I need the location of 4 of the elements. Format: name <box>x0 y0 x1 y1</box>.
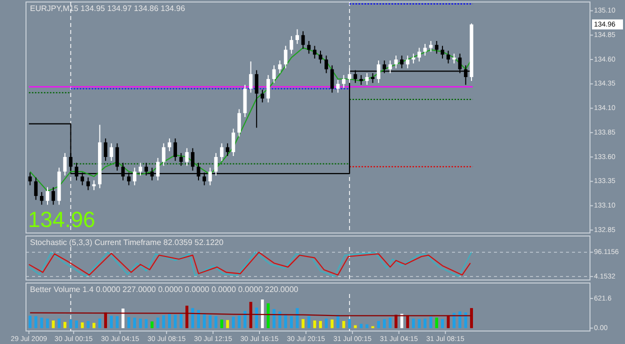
annotation: 134.96 <box>28 207 96 232</box>
chart-title: EURJPY,M15 134.95 134.97 134.86 134.96 <box>30 4 186 13</box>
chart-title: Stochastic (5,3,3) Current Timeframe 82.0359 52.1220 <box>30 238 224 247</box>
chart-title: Better Volume 1.4 0.0000 227.0000 0.0000 0.0000 0.0000 0.0000 220.0000 <box>30 285 299 294</box>
